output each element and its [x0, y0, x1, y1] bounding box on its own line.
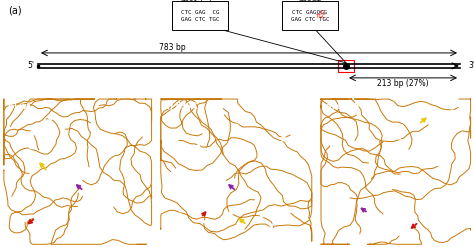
Text: TGC: TGC [316, 15, 326, 20]
Text: d) E41A: d) E41A [326, 102, 359, 111]
Bar [338, 60, 354, 72]
Text: c) F39A: c) F39A [165, 102, 198, 111]
Text: 213 bp (27%): 213 bp (27%) [377, 79, 429, 88]
Text: b) wt: b) wt [9, 102, 31, 111]
Text: 783 bp: 783 bp [159, 43, 185, 52]
Text: 7831-bulge: 7831-bulge [180, 0, 220, 6]
Text: CTC GAGOCG
GAG CTC TGC: CTC GAGOCG GAG CTC TGC [291, 10, 329, 21]
Text: 5': 5' [27, 62, 34, 70]
Text: 3': 3' [468, 62, 474, 70]
Text: (a): (a) [8, 6, 22, 16]
Text: CTC GAG  CG
GAG CTC TGC: CTC GAG CG GAG CTC TGC [181, 10, 219, 21]
Text: 783GT: 783GT [299, 0, 321, 6]
Text: G: G [321, 10, 325, 15]
